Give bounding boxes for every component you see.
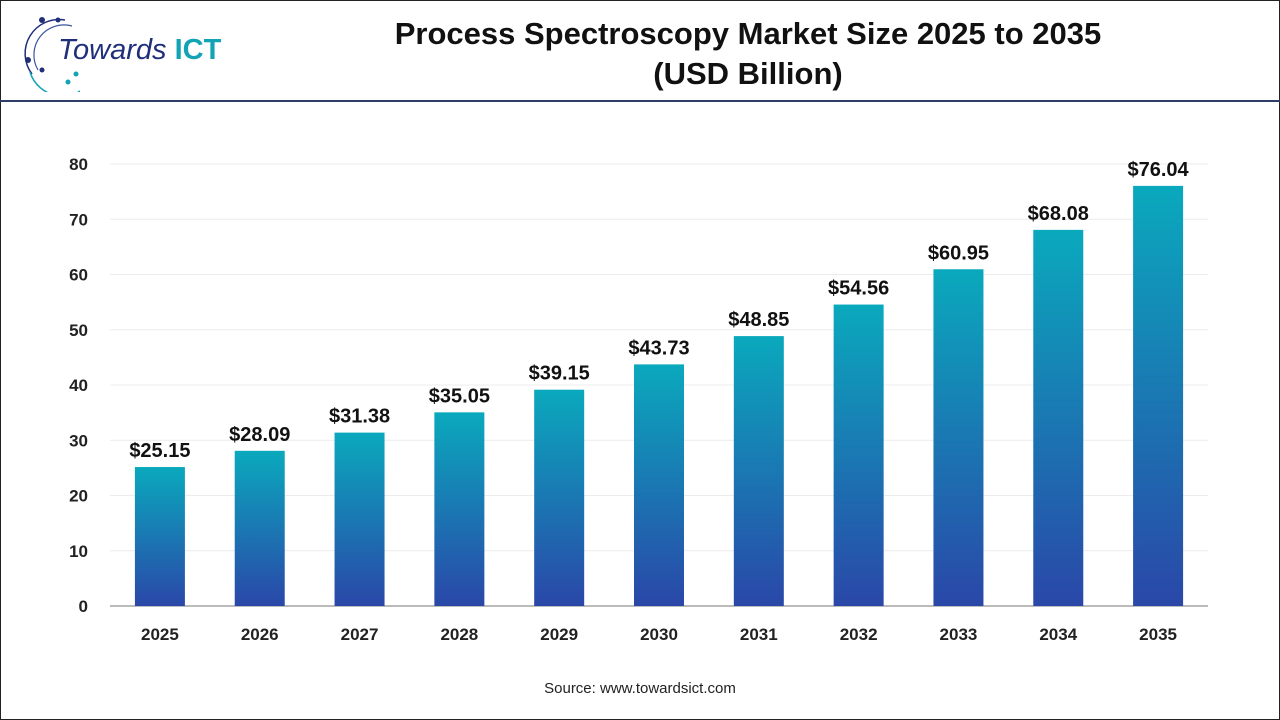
x-tick-label: 2028 <box>440 625 478 644</box>
x-tick-label: 2027 <box>341 625 379 644</box>
x-tick-label: 2034 <box>1039 625 1077 644</box>
data-label: $48.85 <box>728 309 789 331</box>
y-tick-label: 0 <box>79 597 88 616</box>
x-tick-label: 2025 <box>141 625 179 644</box>
y-tick-label: 50 <box>69 321 88 340</box>
x-tick-label: 2031 <box>740 625 778 644</box>
y-tick-label: 10 <box>69 542 88 561</box>
y-tick-label: 30 <box>69 431 88 450</box>
data-label: $31.38 <box>329 406 390 428</box>
logo-circuit-icon <box>24 17 80 92</box>
data-label: $35.05 <box>429 385 490 407</box>
logo-text-main: Towards <box>58 34 167 66</box>
data-label: $25.15 <box>129 440 190 462</box>
x-tick-label: 2029 <box>540 625 578 644</box>
source-note: Source: www.towardsict.com <box>544 680 736 697</box>
y-tick-label: 70 <box>69 210 88 229</box>
logo-text-accent: ICT <box>174 34 222 66</box>
data-label: $60.95 <box>928 242 989 264</box>
bar-2030 <box>634 364 684 606</box>
x-tick-label: 2033 <box>940 625 978 644</box>
bar-2026 <box>234 450 285 606</box>
data-label: $43.73 <box>628 337 689 359</box>
bar-2032 <box>833 304 884 606</box>
bar-2033 <box>933 269 984 606</box>
data-label: $76.04 <box>1128 159 1190 181</box>
bar-2035 <box>1133 185 1184 606</box>
x-tick-label: 2035 <box>1139 625 1177 644</box>
bar-2031 <box>733 336 784 606</box>
bar-2029 <box>534 389 585 606</box>
data-label: $54.56 <box>828 278 889 300</box>
chart-subtitle: (USD Billion) <box>653 56 843 91</box>
y-tick-label: 20 <box>69 487 88 506</box>
bar-2028 <box>434 412 485 606</box>
y-tick-label: 40 <box>69 376 88 395</box>
bar-2027 <box>334 432 385 606</box>
header: Towards ICT Process Spectroscopy Market … <box>0 0 1280 102</box>
data-label: $68.08 <box>1028 203 1089 225</box>
y-tick-label: 80 <box>69 155 88 174</box>
x-tick-label: 2030 <box>640 625 678 644</box>
data-label: $39.15 <box>529 363 590 385</box>
towards-ict-logo: Towards ICT <box>20 12 222 92</box>
data-label: $28.09 <box>229 424 290 446</box>
x-tick-label: 2032 <box>840 625 878 644</box>
chart-title: Process Spectroscopy Market Size 2025 to… <box>394 16 1102 51</box>
bar-2025 <box>134 467 185 606</box>
x-tick-label: 2026 <box>241 625 279 644</box>
bar-2034 <box>1033 229 1084 606</box>
y-tick-label: 60 <box>69 266 88 285</box>
